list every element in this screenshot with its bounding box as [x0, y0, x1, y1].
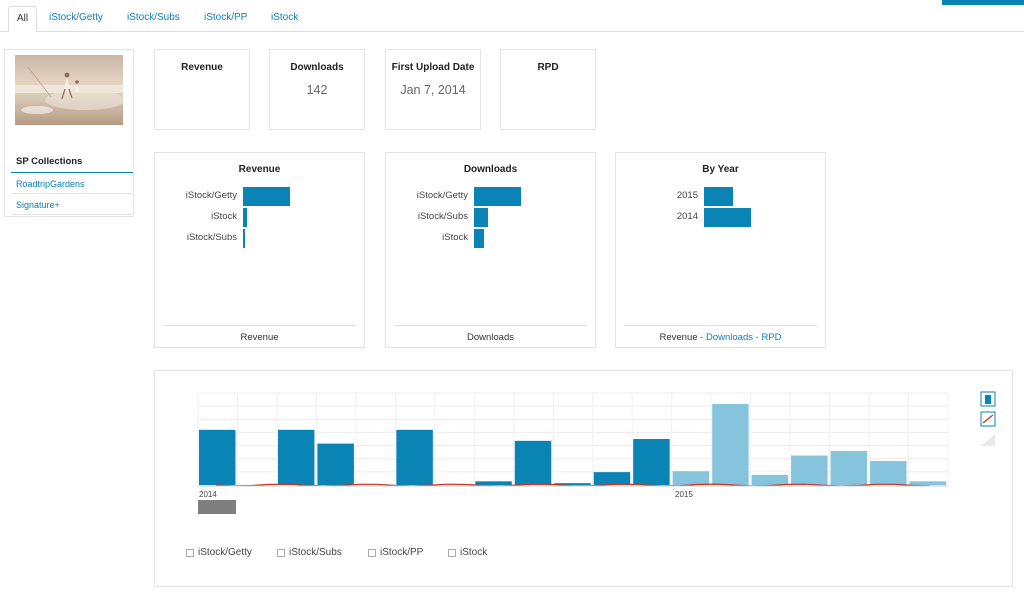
revenue-row-bar[interactable] [243, 187, 290, 206]
downloads-stat-title: Downloads [290, 62, 344, 73]
collection-link-roadtripgardens[interactable]: RoadtripGardens [11, 174, 133, 194]
downloads-row-bar[interactable] [474, 208, 488, 227]
tab-istock-pp[interactable]: iStock/PP [204, 12, 248, 23]
revenue-chart-footer: Revenue [163, 325, 356, 349]
thumbnail-image[interactable] [15, 55, 123, 125]
legend-istock[interactable]: iStock [448, 547, 487, 558]
bar-chart-icon-fill [985, 395, 991, 404]
legend-label: iStock/Subs [289, 547, 342, 558]
legend-istock-getty[interactable]: iStock/Getty [186, 547, 252, 558]
timeline-bar[interactable] [554, 483, 591, 485]
downloads-chart-footer: Downloads [394, 325, 587, 349]
first-upload-stat-card: First Upload Date Jan 7, 2014 [385, 49, 481, 130]
downloads-row-bar[interactable] [474, 187, 521, 206]
revenue-stat-card: Revenue [154, 49, 250, 130]
year-row-label: 2015 [676, 190, 698, 201]
tab-bar: All iStock/Getty iStock/Subs iStock/PP i… [0, 6, 1024, 32]
by-year-card: By Year 2015 2014 Revenue - Downloads - R… [615, 152, 826, 348]
legend-label: iStock/Getty [198, 547, 252, 558]
downloads-stat-value: 142 [306, 83, 328, 97]
downloads-stat-card: Downloads 142 [269, 49, 365, 130]
tab-istock[interactable]: iStock [271, 12, 299, 23]
timeline-bar[interactable] [909, 481, 946, 485]
revenue-row-bar[interactable] [243, 229, 245, 248]
timeline-bar[interactable] [712, 404, 749, 485]
metric-downloads-link[interactable]: Downloads [705, 332, 753, 343]
timeline-chart: 2014 2015 [197, 391, 996, 514]
timeline-bar[interactable] [514, 440, 552, 485]
tab-istock-subs[interactable]: iStock/Subs [127, 12, 180, 23]
year-row-bar[interactable] [704, 208, 751, 227]
by-year-footer: Revenue - Downloads - RPD [624, 325, 817, 349]
timeline-bar[interactable] [277, 429, 315, 485]
timeline-bar[interactable] [593, 472, 631, 485]
sp-collections-heading: SP Collections [11, 151, 133, 173]
x-axis-label-2015: 2015 [675, 490, 693, 499]
metric-separator: - [697, 332, 706, 343]
tab-istock-getty[interactable]: iStock/Getty [49, 12, 103, 23]
checkbox-icon[interactable] [368, 548, 376, 557]
timeline-bar[interactable] [317, 443, 354, 485]
tab-all[interactable]: All [8, 6, 37, 32]
rpd-stat-title: RPD [537, 62, 559, 73]
timeline-bar[interactable] [396, 429, 433, 485]
checkbox-icon[interactable] [448, 548, 456, 557]
downloads-breakdown-card: Downloads iStock/Getty iStock/Subs iStock … [385, 152, 596, 348]
revenue-stat-title: Revenue [181, 62, 223, 73]
metric-separator: - [752, 332, 762, 343]
downloads-chart-title: Downloads [463, 164, 518, 175]
beach-photo [15, 55, 123, 125]
metric-revenue-active[interactable]: Revenue [659, 332, 698, 343]
downloads-row-label: iStock/Subs [417, 211, 468, 222]
timeline-bar[interactable] [475, 481, 512, 485]
timeline-bar[interactable] [751, 474, 789, 485]
checkbox-icon[interactable] [277, 548, 285, 557]
revenue-row-label: iStock/Subs [186, 232, 237, 243]
by-year-chart-title: By Year [702, 164, 739, 175]
downloads-row-bar[interactable] [474, 229, 484, 248]
sidebar: SP Collections RoadtripGardens Signature… [4, 49, 134, 217]
timeline-chart-card: 2014 2015 iStock/Getty iStock/Subs iStock… [154, 370, 1013, 587]
timeline-scrollbar-thumb[interactable] [198, 500, 236, 514]
rpd-stat-card: RPD [500, 49, 596, 130]
first-upload-stat-title: First Upload Date [391, 62, 475, 73]
revenue-row-label: iStock [211, 211, 237, 222]
legend-istock-pp[interactable]: iStock/PP [368, 547, 423, 558]
area-chart-icon[interactable] [981, 434, 995, 446]
timeline-bar[interactable] [791, 455, 828, 485]
top-accent-bar [942, 0, 1024, 5]
downloads-row-label: iStock [442, 232, 468, 243]
first-upload-stat-value: Jan 7, 2014 [400, 83, 466, 97]
downloads-row-label: iStock/Getty [416, 190, 468, 201]
legend-label: iStock/PP [380, 547, 424, 558]
timeline-bar[interactable] [672, 471, 710, 485]
year-row-bar[interactable] [704, 187, 734, 206]
metric-rpd-link[interactable]: RPD [761, 332, 782, 343]
revenue-row-label: iStock/Getty [185, 190, 237, 201]
timeline-bar[interactable] [633, 439, 670, 485]
revenue-breakdown-card: Revenue iStock/Getty iStock iStock/Subs Re… [154, 152, 365, 348]
revenue-row-bar[interactable] [243, 208, 247, 227]
legend-label: iStock [460, 547, 488, 558]
timeline-bar[interactable] [870, 461, 907, 485]
timeline-bar[interactable] [199, 429, 236, 485]
x-axis-label-2014: 2014 [199, 490, 217, 499]
legend-istock-subs[interactable]: iStock/Subs [277, 547, 342, 558]
collection-link-signature-plus[interactable]: Signature+ [11, 195, 133, 215]
timeline-bar[interactable] [830, 450, 868, 485]
year-row-label: 2014 [676, 211, 698, 222]
line-chart-icon-stroke [982, 414, 994, 424]
checkbox-icon[interactable] [186, 548, 194, 557]
revenue-chart-title: Revenue [238, 164, 281, 175]
